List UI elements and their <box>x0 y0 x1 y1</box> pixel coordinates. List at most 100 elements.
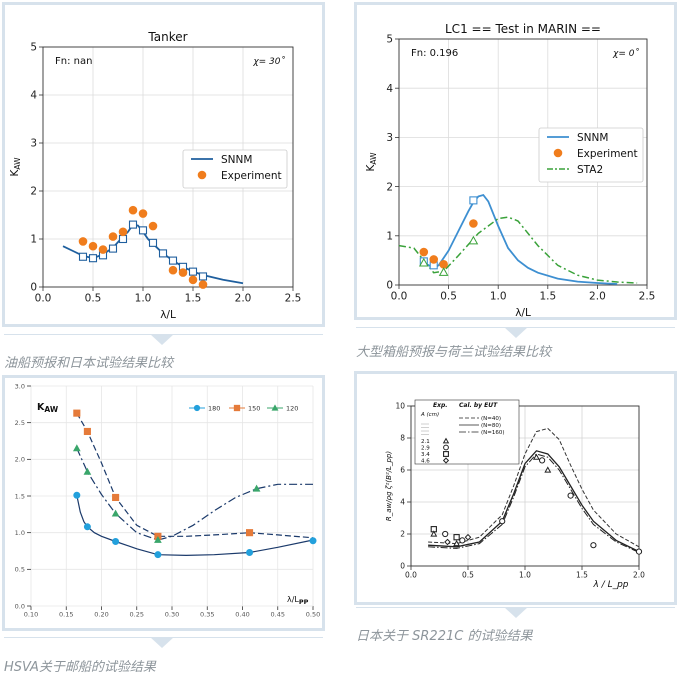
y-tick-label: 5 <box>386 34 393 46</box>
legend-amplitude: 2.1 <box>421 439 430 445</box>
container-pointer <box>504 327 528 338</box>
legend-label: 150 <box>248 405 260 413</box>
experiment-point <box>78 237 88 246</box>
x-tick-label: 0.35 <box>200 611 214 619</box>
legend-swatch-circle <box>197 170 207 180</box>
y-tick-label: 2.0 <box>15 456 25 464</box>
legend-amplitude: 4.6 <box>421 459 430 465</box>
legend-marker <box>442 437 450 444</box>
snnm-square-marker <box>469 196 478 205</box>
snnm-square-marker <box>88 254 98 263</box>
tanker-pointer <box>150 334 174 345</box>
container-rule <box>356 327 675 328</box>
y-axis-label: R_aw/ρg ζ²(B²/L_pp) <box>385 451 393 521</box>
calc-curve <box>428 427 640 548</box>
experiment-point <box>464 533 472 541</box>
snnm-square-marker <box>188 267 198 276</box>
hsva-chart: 0.10 0.15 0.20 0.25 0.30 0.35 0.40 0.45 0.50 0.0 0… <box>15 382 321 619</box>
x-tick-label: 1.5 <box>576 571 588 580</box>
x-axis-label: λ / L_pp <box>592 580 628 590</box>
hsva-panel: 0.10 0.15 0.20 0.25 0.30 0.35 0.40 0.45 0.50 0.0 0… <box>2 375 325 631</box>
sta2-triangle-marker <box>468 235 479 245</box>
legend-line-label: (N=40) <box>481 416 501 422</box>
x-tick-label: 0.0 <box>391 291 408 303</box>
series-180-point <box>83 523 91 531</box>
y-tick-label: 10 <box>395 402 405 411</box>
snnm-square-marker <box>148 238 158 247</box>
snnm-square-marker <box>78 252 88 261</box>
experiment-point <box>469 219 478 228</box>
x-tick-label: 0.25 <box>130 611 144 619</box>
series-120-point <box>83 467 92 475</box>
experiment-point <box>108 232 118 241</box>
container-panel: 0.0 0.5 1.0 1.5 2.0 2.5 0 1 2 3 4 5 LC1 == Test in M… <box>354 2 677 320</box>
sr221c-caption: 日本关于 SR221C 的试验结果 <box>356 629 533 644</box>
x-tick-label: 2.5 <box>285 293 302 305</box>
y-tick-label: 5 <box>30 42 37 54</box>
y-axis-label: KAW <box>365 152 378 172</box>
legend-swatch-circle <box>553 148 563 158</box>
plot-frame <box>410 405 640 567</box>
tanker-chart: 0.0 0.5 1.0 1.5 2.0 2.5 0 1 2 3 4 5 Tanker Fn: nan χ= … <box>9 30 302 321</box>
experiment-point <box>88 241 98 251</box>
sta2-line <box>398 216 638 284</box>
container-caption: 大型箱船预报与荷兰试验结果比较 <box>356 345 552 360</box>
x-tick-label: 0.15 <box>59 611 73 619</box>
y-tick-label: 1 <box>30 234 37 246</box>
legend-label: STA2 <box>577 164 603 176</box>
experiment-point <box>168 265 178 275</box>
y-tick-label: 4 <box>386 83 393 95</box>
experiment-point <box>419 247 429 257</box>
x-tick-label: 1.0 <box>135 293 152 305</box>
x-axis-label: λ/LPP <box>287 595 309 606</box>
sta2-triangle-marker <box>418 257 429 267</box>
container-chart: 0.0 0.5 1.0 1.5 2.0 2.5 0 1 2 3 4 5 LC1 == Test in M… <box>365 22 656 319</box>
y-tick-label: 4 <box>400 498 405 507</box>
experiment-point <box>118 227 128 237</box>
legend-marker <box>442 457 450 464</box>
x-tick-label: 2.5 <box>639 291 656 303</box>
sr221c-panel: 0.0 0.5 1.0 1.5 2.0 0 2 4 6 8 10 R_aw/ρg ζ²(B²/L_pp… <box>354 371 677 605</box>
legend-amplitude: 3.4 <box>421 452 430 458</box>
experiment-point <box>444 538 451 546</box>
x-tick-label: 2.0 <box>633 571 645 580</box>
chart-title: LC1 == Test in MARIN == <box>445 22 601 36</box>
y-tick-label: 2.5 <box>15 419 25 427</box>
x-tick-label: 0.0 <box>35 293 52 305</box>
y-tick-label: 0 <box>400 562 405 571</box>
snnm-square-marker <box>158 249 168 258</box>
x-tick-label: 0.0 <box>405 571 417 580</box>
snnm-square-marker <box>108 244 118 253</box>
sr221c-rule <box>356 607 675 608</box>
legend-swatch-marker <box>193 404 201 412</box>
y-tick-label: 0.5 <box>15 566 25 574</box>
plot-frame <box>42 46 294 288</box>
sr221c-pointer <box>504 607 528 618</box>
experiment-point <box>442 530 449 538</box>
series-120-point <box>72 444 81 452</box>
series-180-point <box>309 537 317 545</box>
y-tick-label: 0.0 <box>15 602 25 610</box>
series-180-point <box>112 537 120 545</box>
experiment-point <box>188 275 198 285</box>
legend-unit: A (cm) <box>420 412 439 418</box>
y-tick-label: 6 <box>400 466 405 475</box>
chart-title: Tanker <box>147 30 187 44</box>
legend-amplitude: 2.9 <box>421 446 430 452</box>
calc-curve <box>428 450 640 553</box>
x-tick-label: 1.5 <box>539 291 556 303</box>
x-tick-label: 0.5 <box>440 291 457 303</box>
experiment-point <box>429 255 439 264</box>
series-150-point <box>246 529 254 537</box>
froude-annotation: Fn: 0.196 <box>411 48 458 59</box>
series-150-point <box>83 427 91 436</box>
x-tick-label: 1.0 <box>519 571 531 580</box>
y-tick-label: 0 <box>30 282 37 294</box>
legend-label: SNNM <box>577 132 608 144</box>
experiment-point <box>453 534 460 541</box>
experiment-point <box>567 492 574 499</box>
y-tick-label: 3 <box>30 138 37 150</box>
experiment-point <box>138 209 148 218</box>
x-axis-label: λ/L <box>515 307 531 317</box>
snnm-line <box>62 223 244 285</box>
